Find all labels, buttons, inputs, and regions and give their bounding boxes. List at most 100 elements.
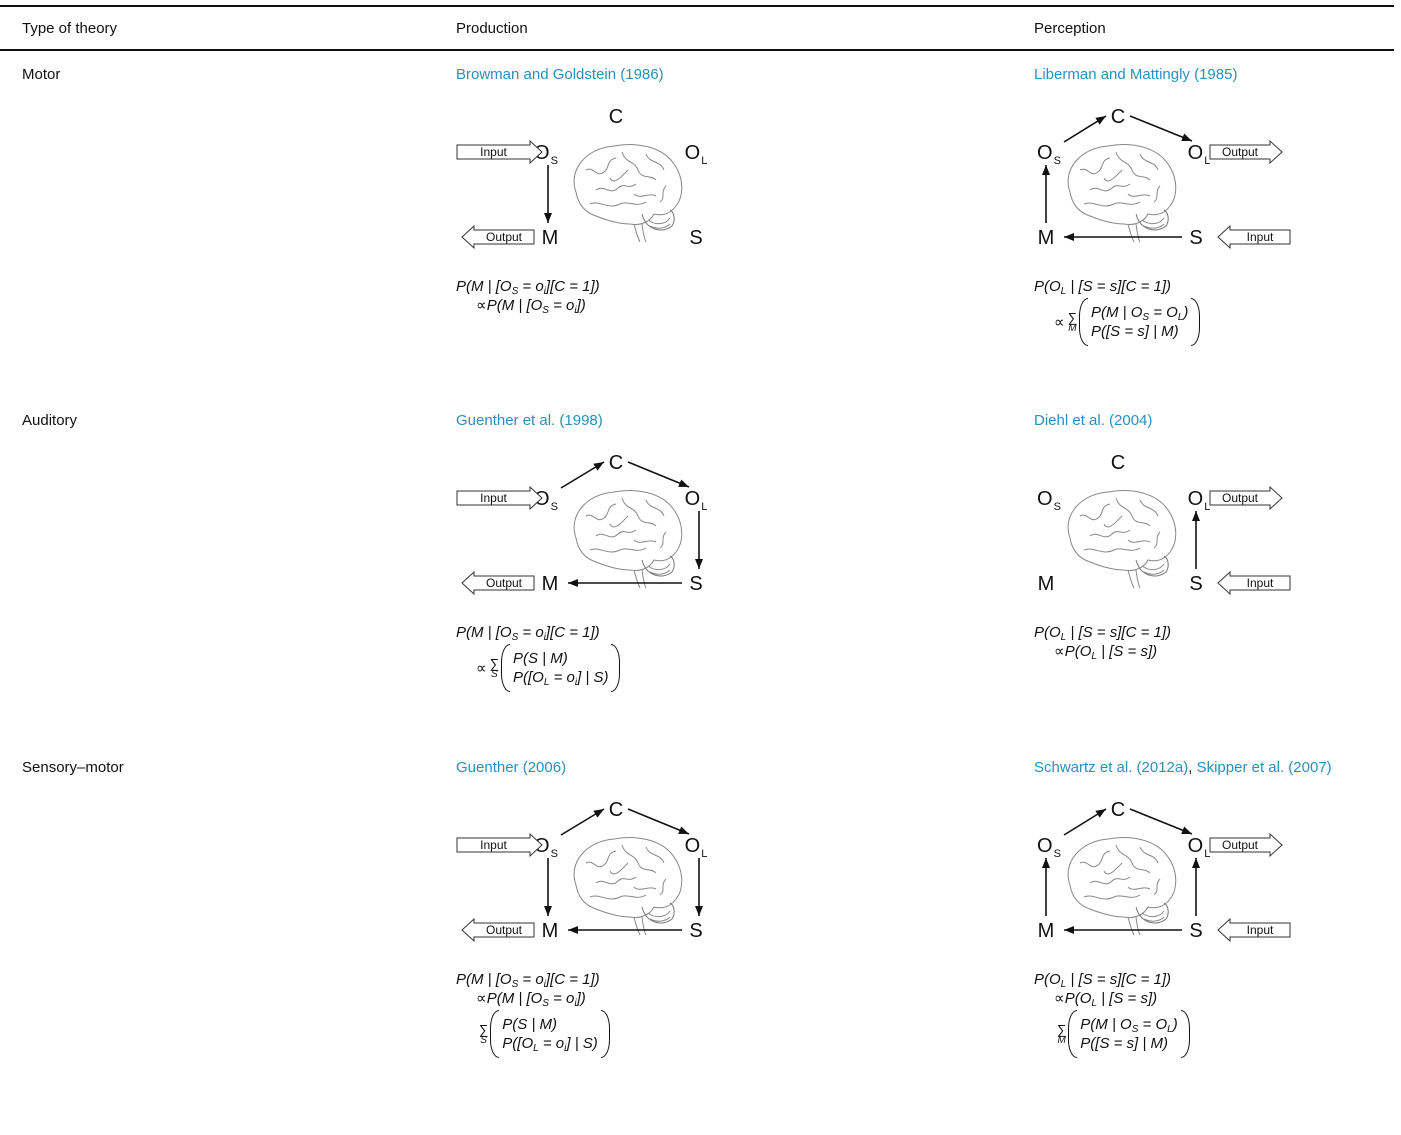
node-label: M xyxy=(542,573,559,595)
node-main: S xyxy=(689,573,702,595)
sum-sign: ∑ xyxy=(489,655,499,671)
node-label: C xyxy=(609,799,623,821)
citation-link[interactable]: Schwartz et al. (2012a) xyxy=(1034,759,1189,776)
brain xyxy=(573,490,683,589)
brain-outline xyxy=(1067,144,1177,225)
citation-cell: Schwartz et al. (2012a), Skipper et al. … xyxy=(1034,759,1332,777)
block-arrow xyxy=(1209,139,1283,165)
paren-left xyxy=(490,1010,500,1058)
cerebellum-folds xyxy=(1141,217,1165,229)
formula-text: ][C = 1]) xyxy=(545,624,600,641)
formula-sub: S xyxy=(542,305,549,316)
node-main: O xyxy=(1188,835,1204,857)
citation-cell: Diehl et al. (2004) xyxy=(1034,412,1152,430)
node-sub: L xyxy=(1204,848,1210,860)
stack-line: P([S = s] | M) xyxy=(1091,322,1188,341)
node-main: O xyxy=(1188,488,1204,510)
citation-link[interactable]: Guenther (2006) xyxy=(456,759,567,776)
node-main: C xyxy=(609,452,623,474)
node-label: S xyxy=(1189,573,1202,595)
formula-text: P(S | M) xyxy=(502,1016,558,1033)
paren-right xyxy=(1191,298,1201,346)
formula-sub: S xyxy=(511,979,519,990)
formula-text: P(O xyxy=(1034,624,1061,641)
formula-text: P(M | [O xyxy=(456,278,512,295)
cerebellum xyxy=(1135,902,1169,924)
theory-type: Sensory–motor xyxy=(22,759,124,776)
arrow-label: Input xyxy=(1247,230,1274,244)
formula-line: ∝P(OL | [S = s]) xyxy=(1034,989,1190,1009)
formula-sub: L xyxy=(1091,651,1097,662)
header-cell: Type of theory xyxy=(22,20,118,37)
citation-link[interactable]: Diehl et al. (2004) xyxy=(1034,412,1153,429)
node-main: O xyxy=(685,835,701,857)
formula-sub: S xyxy=(542,998,549,1009)
node-main: S xyxy=(1189,920,1202,942)
node-sub: L xyxy=(701,848,707,860)
formula-text: ]) xyxy=(576,990,586,1007)
formula-line: P(M | [OS = oi][C = 1]) xyxy=(456,623,620,643)
citation-link[interactable]: Skipper et al. (2007) xyxy=(1196,759,1332,776)
cerebellum-folds xyxy=(647,910,671,922)
arrow-head xyxy=(593,462,604,471)
sum-symbol: ∑ M xyxy=(1057,1023,1066,1046)
arrow-head xyxy=(593,809,604,818)
node-main: O xyxy=(1037,835,1053,857)
arrow-head xyxy=(568,579,578,587)
node-main: O xyxy=(1037,142,1053,164)
formula-line: ∝P(M | [OS = oi]) xyxy=(456,296,600,316)
brain xyxy=(1067,490,1177,589)
arrow xyxy=(627,461,690,488)
formula-text: P([O xyxy=(502,1035,534,1052)
formula-text: ][C = 1]) xyxy=(545,971,600,988)
arrow-head xyxy=(568,926,578,934)
citation-link[interactable]: Browman and Goldstein (1986) xyxy=(456,66,664,83)
arrow-label: Output xyxy=(1222,145,1259,159)
arrow-label: Input xyxy=(1247,923,1274,937)
brain xyxy=(1067,837,1177,936)
formula-text: = o xyxy=(518,624,544,641)
formula-text: P(M | O xyxy=(1091,304,1143,321)
arrow-head xyxy=(1042,165,1050,175)
formula-text: ]) xyxy=(576,297,586,314)
formula-stack: P(M | OS = OL) P([S = s] | M) xyxy=(1088,303,1191,341)
formula-sub: L xyxy=(1177,312,1184,323)
block-arrow xyxy=(1209,832,1283,858)
node-label: OS xyxy=(1037,835,1061,860)
node-main: O xyxy=(534,835,550,857)
formula-text: = o xyxy=(518,971,544,988)
brain-stem xyxy=(633,916,647,936)
theory-type: Auditory xyxy=(22,412,78,429)
sum-index: M xyxy=(1068,322,1077,334)
node-label: OS xyxy=(1037,488,1061,513)
citation-cell: Liberman and Mattingly (1985) xyxy=(1034,66,1237,84)
arrow-head xyxy=(1042,858,1050,868)
formula-sub: i xyxy=(564,1043,567,1054)
cerebellum-folds xyxy=(1141,563,1165,575)
node-sub: L xyxy=(701,155,707,167)
node-main: M xyxy=(542,227,559,249)
node-sub: S xyxy=(551,848,558,860)
node-main: C xyxy=(1111,106,1125,128)
citation-link[interactable]: Liberman and Mattingly (1985) xyxy=(1034,66,1238,83)
block-arrow xyxy=(461,570,535,596)
sum-index: M xyxy=(1057,1034,1066,1046)
formula-line: P(OL | [S = s][C = 1]) xyxy=(1034,623,1171,643)
node-label: OS xyxy=(1037,142,1061,167)
arrow-head xyxy=(544,906,552,916)
sum-symbol: ∑ S xyxy=(490,657,499,680)
formula-text: ] | S) xyxy=(566,1035,598,1052)
node-label: M xyxy=(542,920,559,942)
paren-left xyxy=(1068,1010,1078,1058)
node-label: OS xyxy=(534,142,558,167)
sum-symbol: ∑ S xyxy=(479,1023,488,1046)
header-rule xyxy=(0,49,1394,51)
formula-text: P(S | M) xyxy=(513,650,568,667)
arrow-head xyxy=(1192,511,1200,521)
formula-text: = o xyxy=(538,1035,565,1052)
formula-sub: L xyxy=(1091,998,1097,1009)
node-label: OS xyxy=(534,488,558,513)
citation-link[interactable]: Guenther et al. (1998) xyxy=(456,412,603,429)
formula-sub: L xyxy=(543,677,550,688)
